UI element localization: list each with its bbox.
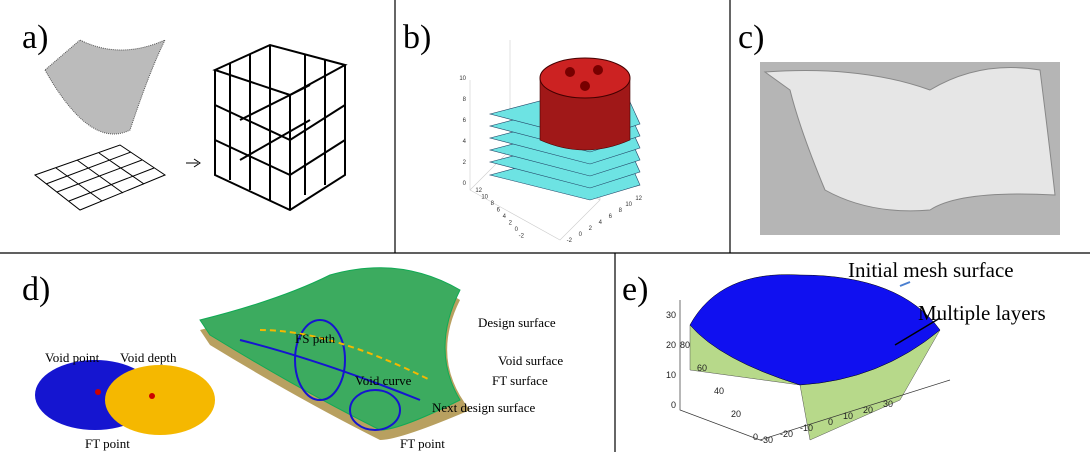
axis-tick-label: 20 (666, 340, 676, 350)
axis-tick-label: 0 (828, 417, 833, 427)
annotation: Next design surface (432, 400, 535, 415)
axis-tick-label: 8 (619, 208, 623, 214)
axis-tick-label: 2 (589, 226, 593, 232)
axis-tick-label: 30 (883, 399, 893, 409)
axis-tick-label: 8 (463, 97, 467, 103)
panel-e-art (680, 275, 950, 440)
annotation: FT point (85, 436, 130, 451)
annotation: Multiple layers (918, 301, 1046, 325)
axis-tick-label: 10 (481, 195, 488, 201)
panel-label: b) (403, 19, 431, 56)
axis-tick-label: 8 (491, 201, 495, 207)
axis-tick-label: 20 (731, 409, 741, 419)
axis-tick-label: -20 (780, 429, 793, 439)
axis-tick-label: 10 (666, 370, 676, 380)
annotation: Void surface (498, 353, 563, 368)
panel-d-art (35, 268, 470, 440)
annotation: Initial mesh surface (848, 258, 1014, 282)
axis-tick-label: 6 (609, 214, 613, 220)
axis-tick-label: 80 (680, 340, 690, 350)
axis-tick-label: 12 (475, 188, 482, 194)
axis-tick-label: 4 (463, 139, 467, 145)
figure: a) b) c) d) e) Void point Void depth FT … (0, 0, 1090, 452)
axis-tick-label: 0 (579, 232, 583, 238)
panel-a-art (35, 40, 345, 210)
axis-tick-label: 40 (714, 386, 724, 396)
annotation: FS path (295, 331, 336, 346)
axis-tick-label: 10 (459, 76, 466, 82)
annotation: FT point (400, 436, 445, 451)
axis-tick-label: 0 (671, 400, 676, 410)
axis-tick-label: -2 (519, 234, 525, 240)
axis-tick-label: 2 (463, 160, 467, 166)
axis-tick-label: 6 (463, 118, 467, 124)
panel-b-art (470, 40, 640, 240)
axis-tick-label: 0 (515, 227, 519, 233)
axis-tick-label: 30 (666, 310, 676, 320)
axis-tick-label: 0 (753, 432, 758, 442)
annotation: Void depth (120, 350, 177, 365)
panel-label: d) (22, 271, 50, 308)
panel-label: e) (622, 271, 648, 308)
panel-label: c) (738, 19, 764, 56)
annotation: Void curve (355, 373, 412, 388)
annotation: Design surface (478, 315, 556, 330)
axis-tick-label: -30 (760, 435, 773, 445)
panel-label: a) (22, 19, 48, 56)
axis-tick-label: -10 (800, 423, 813, 433)
axis-tick-label: 10 (625, 202, 632, 208)
axis-tick-label: 6 (497, 208, 501, 214)
annotation: Void point (45, 350, 100, 365)
axis-tick-label: 10 (843, 411, 853, 421)
axis-tick-label: 4 (503, 214, 507, 220)
axis-tick-label: 4 (599, 220, 603, 226)
annotation: FT surface (492, 373, 548, 388)
axis-tick-label: 60 (697, 363, 707, 373)
axis-tick-label: 2 (509, 221, 513, 227)
axis-tick-label: 12 (635, 196, 642, 202)
axis-tick-label: -2 (567, 238, 573, 244)
axis-tick-label: 20 (863, 405, 873, 415)
axis-tick-label: 0 (463, 181, 467, 187)
